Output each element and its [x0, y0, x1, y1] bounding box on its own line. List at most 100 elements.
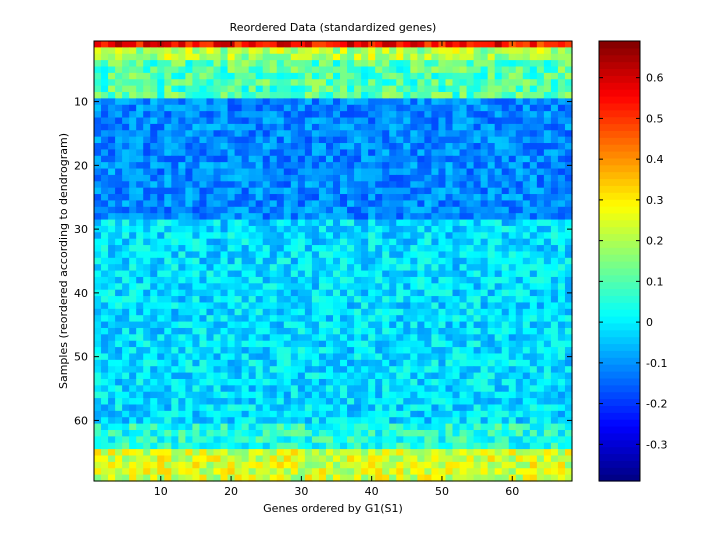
heatmap-cell — [325, 353, 334, 361]
heatmap-cell — [480, 385, 489, 393]
heatmap-cell — [311, 251, 320, 259]
heatmap-cell — [297, 296, 306, 304]
heatmap-cell — [220, 232, 229, 240]
heatmap-cell — [333, 468, 341, 476]
heatmap-cell — [550, 359, 559, 367]
heatmap-cell — [241, 149, 250, 157]
heatmap-cell — [536, 41, 545, 48]
heatmap-cell — [494, 449, 503, 457]
heatmap-cell — [557, 60, 566, 68]
heatmap-cell — [480, 206, 489, 214]
heatmap-cell — [213, 423, 222, 431]
heatmap-cell — [543, 347, 552, 355]
heatmap-cell — [157, 340, 165, 348]
heatmap-cell — [220, 461, 229, 469]
heatmap-cell — [234, 340, 243, 348]
heatmap-cell — [536, 219, 545, 227]
heatmap-cell — [452, 60, 461, 68]
heatmap-cell — [536, 111, 545, 119]
heatmap-cell — [452, 308, 461, 316]
heatmap-cell — [255, 136, 264, 144]
heatmap-cell — [227, 136, 236, 144]
heatmap-cell — [389, 53, 397, 61]
heatmap-cell — [234, 442, 243, 450]
heatmap-cell — [311, 270, 320, 278]
heatmap-cell — [227, 66, 236, 74]
heatmap-cell — [389, 98, 397, 106]
heatmap-cell — [354, 353, 362, 361]
heatmap-cell — [445, 66, 454, 74]
heatmap-cell — [410, 276, 418, 284]
heatmap-cell — [234, 429, 243, 437]
heatmap-cell — [255, 245, 264, 253]
heatmap-cell — [283, 340, 292, 348]
heatmap-cell — [101, 308, 109, 316]
heatmap-cell — [129, 47, 137, 55]
heatmap-cell — [234, 327, 243, 335]
heatmap-cell — [304, 398, 313, 406]
heatmap-cell — [445, 232, 454, 240]
heatmap-cell — [94, 238, 102, 246]
heatmap-cell — [276, 429, 285, 437]
heatmap-cell — [403, 417, 411, 425]
heatmap-cell — [424, 417, 433, 425]
heatmap-cell — [325, 92, 334, 99]
heatmap-cell — [136, 449, 144, 457]
heatmap-cell — [410, 289, 418, 297]
heatmap-cell — [283, 429, 292, 437]
heatmap-cell — [459, 417, 468, 425]
heatmap-cell — [508, 340, 517, 348]
heatmap-cell — [178, 302, 186, 310]
heatmap-cell — [473, 47, 482, 55]
heatmap-cell — [178, 353, 186, 361]
colorbar-swatch — [599, 357, 640, 365]
heatmap-cell — [424, 155, 433, 163]
heatmap-cell — [192, 123, 201, 131]
heatmap-cell — [445, 117, 454, 125]
heatmap-cell — [438, 468, 447, 476]
heatmap-cell — [136, 283, 144, 291]
heatmap-cell — [564, 455, 573, 463]
heatmap-cell — [550, 85, 559, 93]
heatmap-cell — [375, 455, 383, 463]
colorbar-swatch — [599, 82, 640, 90]
heatmap-cell — [241, 417, 250, 425]
heatmap-cell — [311, 455, 320, 463]
heatmap-cell — [417, 245, 425, 253]
heatmap-cell — [522, 123, 531, 131]
heatmap-cell — [389, 225, 397, 233]
heatmap-cell — [213, 391, 222, 399]
heatmap-cell — [396, 60, 404, 68]
heatmap-cell — [213, 283, 222, 291]
heatmap-cell — [227, 60, 236, 68]
heatmap-cell — [178, 347, 186, 355]
heatmap-cell — [389, 194, 397, 202]
heatmap-cell — [473, 257, 482, 265]
heatmap-cell — [354, 155, 362, 163]
heatmap-cell — [255, 423, 264, 431]
heatmap-cell — [290, 449, 299, 457]
heatmap-cell — [480, 232, 489, 240]
heatmap-cell — [389, 289, 397, 297]
heatmap-cell — [290, 225, 299, 233]
heatmap-cell — [241, 232, 250, 240]
heatmap-cell — [459, 334, 468, 342]
heatmap-cell — [431, 391, 440, 399]
heatmap-cell — [304, 289, 313, 297]
heatmap-cell — [178, 410, 186, 418]
heatmap-cell — [536, 206, 545, 214]
heatmap-cell — [213, 219, 222, 227]
heatmap-cell — [199, 372, 208, 380]
heatmap-cell — [290, 206, 299, 214]
heatmap-cell — [234, 391, 243, 399]
heatmap-cell — [206, 238, 215, 246]
heatmap-cell — [171, 213, 179, 221]
heatmap-cell — [255, 347, 264, 355]
heatmap-cell — [368, 391, 376, 399]
heatmap-cell — [557, 353, 566, 361]
heatmap-cell — [206, 385, 215, 393]
heatmap-cell — [389, 302, 397, 310]
heatmap-cell — [248, 429, 257, 437]
heatmap-cell — [143, 85, 151, 93]
heatmap-cell — [347, 41, 355, 48]
